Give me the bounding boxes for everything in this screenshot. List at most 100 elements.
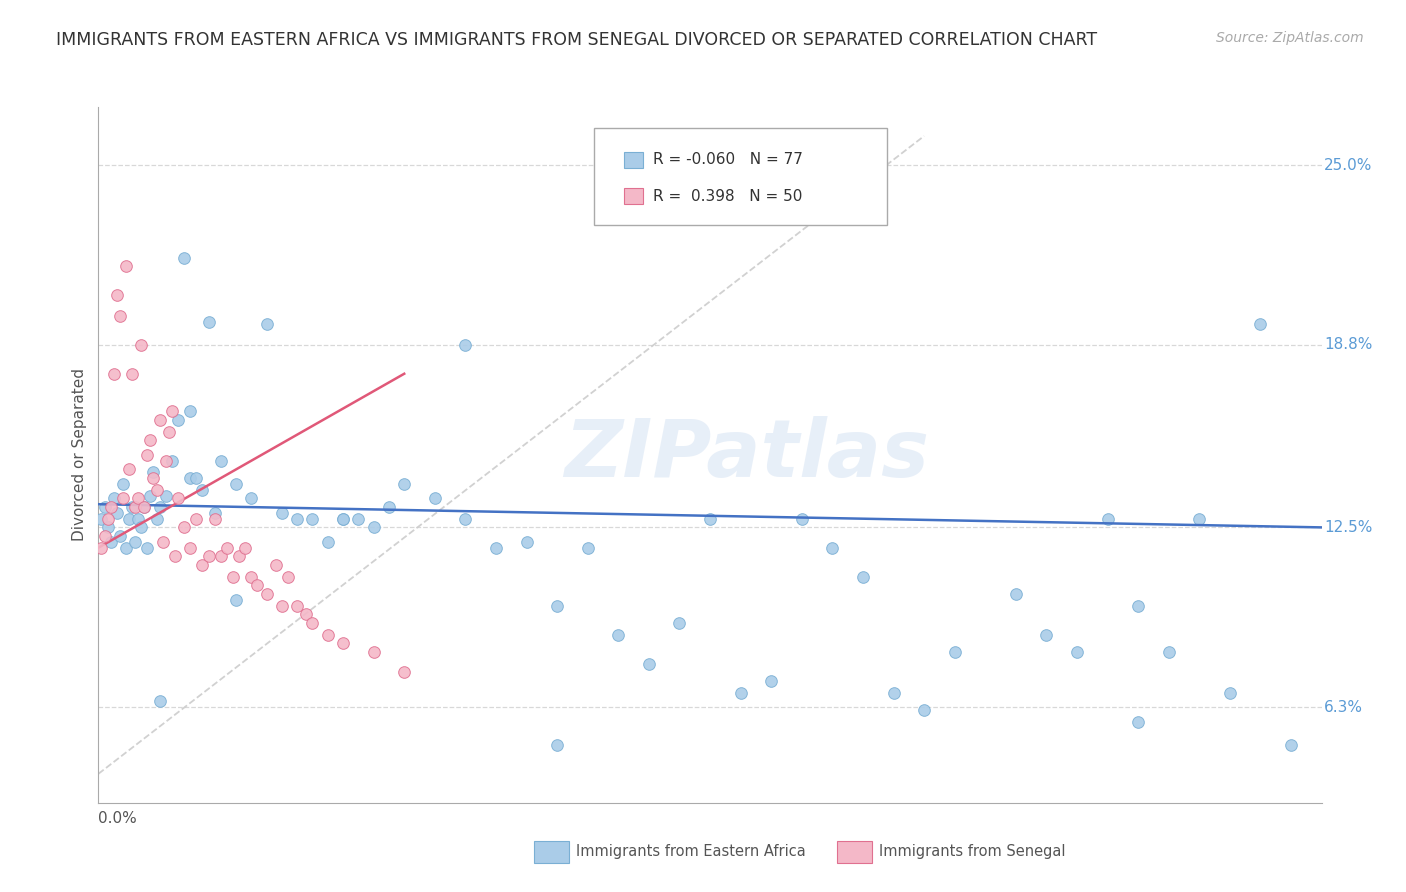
Point bbox=[209, 454, 232, 468]
Point bbox=[1035, 628, 1057, 642]
Point bbox=[134, 500, 156, 514]
Point bbox=[145, 483, 167, 497]
Y-axis label: Divorced or Separated: Divorced or Separated bbox=[72, 368, 87, 541]
Point bbox=[668, 615, 690, 630]
Point bbox=[100, 500, 122, 514]
Point bbox=[179, 404, 201, 418]
Point bbox=[186, 471, 208, 485]
Text: 6.3%: 6.3% bbox=[1324, 699, 1362, 714]
Point bbox=[111, 491, 134, 506]
Point bbox=[1128, 714, 1150, 729]
Point bbox=[392, 476, 416, 491]
Point bbox=[943, 645, 966, 659]
Point bbox=[1128, 599, 1150, 613]
Point bbox=[392, 665, 416, 680]
Point bbox=[378, 500, 401, 514]
Point bbox=[124, 535, 146, 549]
Point bbox=[118, 462, 141, 476]
Point bbox=[883, 685, 905, 699]
Point bbox=[1097, 512, 1119, 526]
Point bbox=[270, 599, 292, 613]
Point bbox=[423, 491, 446, 506]
Point bbox=[127, 491, 149, 506]
Point bbox=[173, 520, 195, 534]
Point bbox=[149, 500, 172, 514]
Point bbox=[454, 338, 477, 352]
Point bbox=[149, 694, 172, 708]
Point bbox=[454, 512, 477, 526]
Point bbox=[215, 541, 238, 555]
Point bbox=[145, 512, 167, 526]
Point bbox=[167, 413, 190, 427]
Point bbox=[233, 541, 256, 555]
Point bbox=[347, 512, 370, 526]
Point bbox=[699, 512, 721, 526]
Point bbox=[115, 260, 138, 274]
Point bbox=[852, 570, 875, 584]
Point bbox=[142, 466, 165, 480]
Text: IMMIGRANTS FROM EASTERN AFRICA VS IMMIGRANTS FROM SENEGAL DIVORCED OR SEPARATED : IMMIGRANTS FROM EASTERN AFRICA VS IMMIGR… bbox=[56, 31, 1097, 49]
Point bbox=[285, 512, 308, 526]
FancyBboxPatch shape bbox=[593, 128, 887, 226]
Point bbox=[134, 500, 156, 514]
Point bbox=[90, 541, 112, 555]
Point bbox=[332, 512, 354, 526]
Point bbox=[167, 491, 190, 506]
Point bbox=[139, 434, 162, 448]
Point bbox=[316, 628, 339, 642]
Point bbox=[1249, 318, 1271, 332]
Text: 25.0%: 25.0% bbox=[1324, 158, 1372, 172]
Point bbox=[1279, 738, 1302, 752]
Point bbox=[197, 315, 219, 329]
Point bbox=[576, 541, 599, 555]
Point bbox=[155, 489, 177, 503]
Point bbox=[160, 454, 183, 468]
Text: ZIPatlas: ZIPatlas bbox=[564, 416, 929, 494]
Point bbox=[246, 578, 269, 592]
Point bbox=[240, 491, 263, 506]
Point bbox=[332, 512, 354, 526]
Point bbox=[121, 500, 143, 514]
Point bbox=[256, 587, 278, 601]
Point bbox=[108, 529, 131, 543]
Point bbox=[285, 599, 308, 613]
Point bbox=[790, 512, 813, 526]
Point bbox=[93, 529, 115, 543]
Point bbox=[97, 520, 120, 534]
Point bbox=[1157, 645, 1180, 659]
Point bbox=[225, 592, 247, 607]
Point bbox=[363, 645, 385, 659]
Point bbox=[730, 685, 752, 699]
Point bbox=[485, 541, 508, 555]
Point bbox=[149, 413, 172, 427]
Point bbox=[821, 541, 844, 555]
Point bbox=[127, 512, 149, 526]
Point bbox=[124, 500, 146, 514]
Point bbox=[121, 367, 143, 381]
Text: 0.0%: 0.0% bbox=[98, 811, 138, 826]
Text: R =  0.398   N = 50: R = 0.398 N = 50 bbox=[652, 188, 803, 203]
Text: 12.5%: 12.5% bbox=[1324, 520, 1372, 535]
Point bbox=[295, 607, 318, 622]
Point bbox=[155, 454, 177, 468]
Text: 18.8%: 18.8% bbox=[1324, 337, 1372, 352]
Point bbox=[1219, 685, 1241, 699]
Point bbox=[264, 558, 287, 573]
Point bbox=[363, 520, 385, 534]
Text: Immigrants from Senegal: Immigrants from Senegal bbox=[879, 845, 1066, 859]
Point bbox=[191, 483, 214, 497]
Point bbox=[105, 506, 128, 520]
Point bbox=[118, 512, 141, 526]
Point bbox=[222, 570, 245, 584]
Point bbox=[301, 615, 323, 630]
Point bbox=[301, 512, 323, 526]
Point bbox=[197, 549, 219, 564]
Point bbox=[256, 318, 278, 332]
Point bbox=[108, 309, 131, 323]
Point bbox=[1188, 512, 1211, 526]
Point bbox=[115, 541, 138, 555]
Point bbox=[546, 599, 568, 613]
Point bbox=[111, 476, 134, 491]
Point bbox=[277, 570, 299, 584]
Point bbox=[157, 425, 180, 439]
